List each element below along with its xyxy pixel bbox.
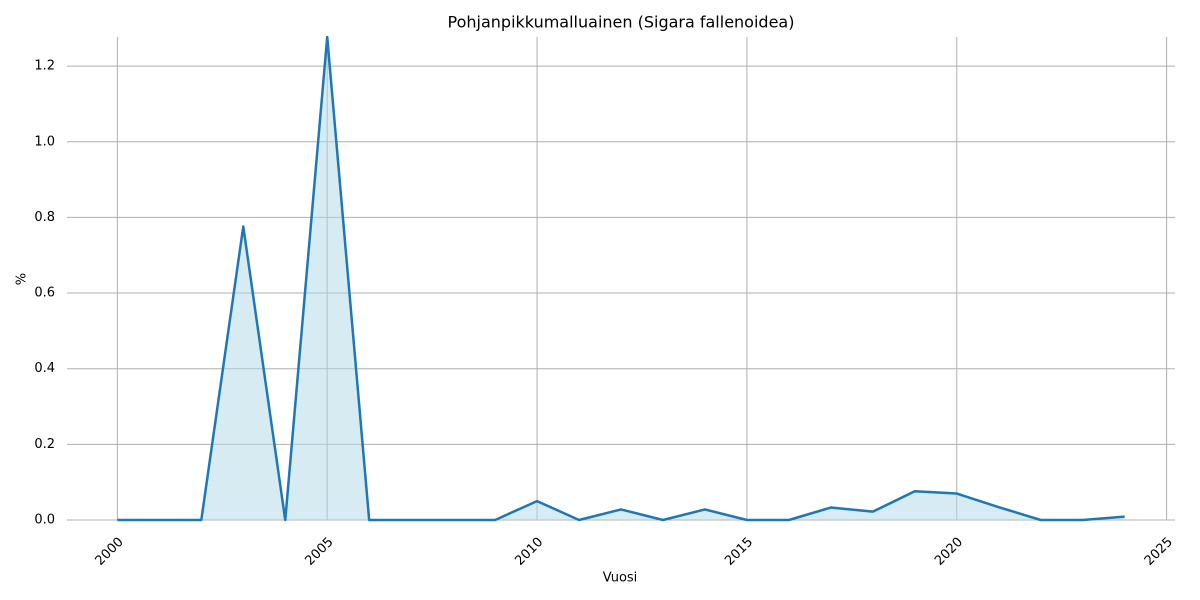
x-tick-label: 2010 <box>512 535 546 569</box>
x-tick-label: 2025 <box>1142 535 1176 569</box>
area-fill <box>117 37 1125 520</box>
x-tick-label: 2015 <box>722 535 756 569</box>
y-tick-label: 1.0 <box>34 134 55 149</box>
y-tick-label: 1.2 <box>34 59 55 74</box>
line <box>117 35 1125 522</box>
x-tick-label: 2020 <box>932 535 966 569</box>
y-tick-label: 0.4 <box>34 361 55 376</box>
y-tick-label: 0.2 <box>34 437 55 452</box>
y-tick-label: 0.0 <box>34 513 55 528</box>
x-tick-label: 2005 <box>303 535 337 569</box>
x-axis-label: Vuosi <box>603 571 638 586</box>
y-axis-label: % <box>15 273 30 285</box>
x-tick-label: 2000 <box>93 535 127 569</box>
y-tick-label: 0.6 <box>34 286 55 301</box>
y-tick-label: 0.8 <box>34 210 55 225</box>
chart-title: Pohjanpikkumalluainen (Sigara fallenoide… <box>448 13 795 32</box>
